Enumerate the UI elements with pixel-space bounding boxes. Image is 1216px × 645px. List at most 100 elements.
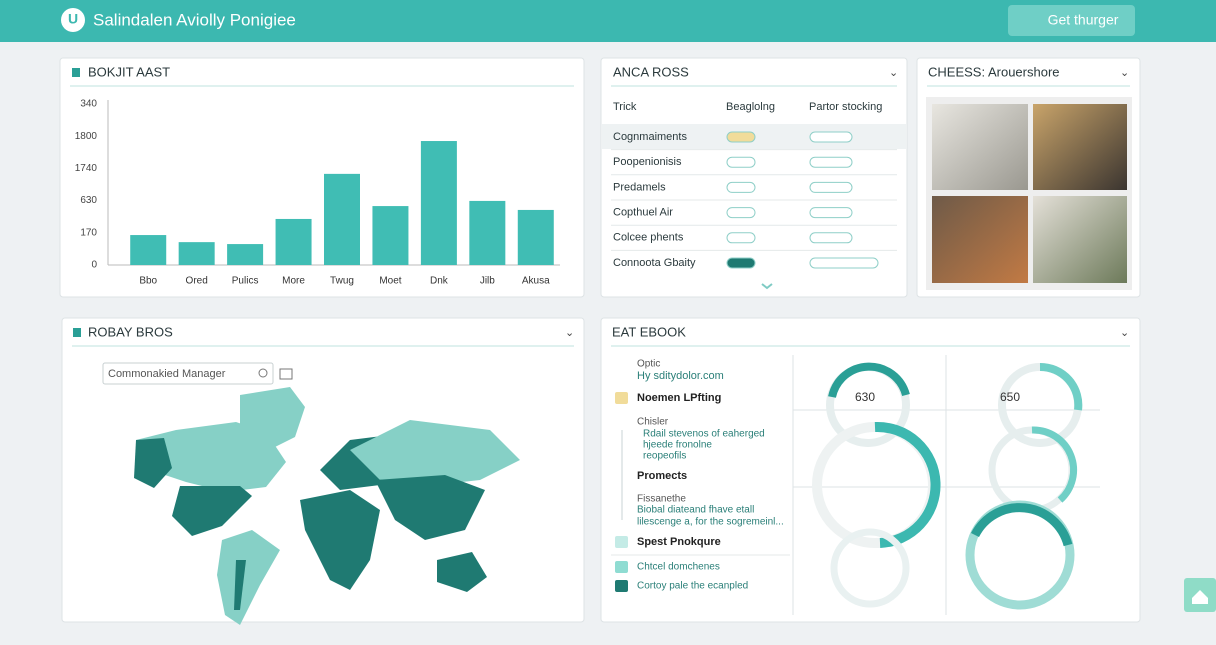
chevron[interactable]: ⌄ [1120,67,1129,79]
search-icon[interactable] [258,368,268,378]
status-pill [809,131,853,143]
region [375,475,485,540]
region [217,530,280,625]
list-text: Spest Pnokqure [637,536,721,548]
status-pill [809,232,853,244]
region [234,560,246,610]
home-glyph[interactable] [1192,590,1208,604]
list-text: Fissanethe [637,494,686,505]
status-pill [809,181,853,193]
panel-title: ANCA ROSS [613,64,689,79]
ring-arc [828,362,910,398]
row-label: Copthuel Air [613,207,673,219]
bar [130,235,167,265]
chevron[interactable]: ⌄ [889,67,898,79]
panel-icon [73,328,81,337]
x-tick-label: Moet [379,276,401,287]
header-button[interactable] [1008,5,1135,36]
status-pill [726,257,756,269]
row-label: Poopenionisis [613,156,682,168]
row-label: Connoota Gbaity [613,257,696,269]
status-pill [726,207,756,219]
ring-arc [970,503,1073,547]
list-icon [615,580,628,592]
logo [61,8,85,32]
bar [469,200,506,265]
x-tick-label: Twug [330,276,354,287]
chevron[interactable]: ⌄ [1120,327,1129,339]
x-tick-label: More [282,276,305,287]
column-header: Trick [613,101,637,113]
photo[interactable] [932,196,1028,283]
list-text: Noemen LPfting [637,392,721,404]
scroll-indicator[interactable] [761,283,773,290]
status-pill [726,131,756,143]
list-text: lilescenge a, for the sogremeinl... [637,517,784,528]
region [136,422,286,492]
app-title: Salindalen Aviolly Ponigiee [93,10,296,29]
search-text[interactable]: Commonakied Manager [108,368,226,380]
region [172,486,252,536]
bar [420,141,457,265]
list-text: Chisler [637,417,669,428]
status-pill [726,181,756,193]
ring-arc [1031,426,1078,503]
list-text: Hy sditydolor.com [637,370,724,382]
panel-title: ROBAY BROS [88,324,173,339]
x-tick-label: Jilb [480,276,495,287]
status-pill [809,207,853,219]
photo[interactable] [1033,104,1127,190]
region [350,420,520,490]
row-label: Predamels [613,181,666,193]
column-header: Beaglolng [726,101,775,113]
region [437,552,487,592]
x-tick-label: Ored [186,276,208,287]
bar [275,218,312,265]
list-icon [615,561,628,573]
list-text: reopeofils [643,451,686,462]
list-text: hjeede fronolne [643,440,712,451]
donut-label: 650 [1000,390,1020,404]
column-header: Partor stocking [809,101,882,113]
home-icon[interactable] [279,368,293,380]
bar [178,242,215,265]
bar [372,206,409,265]
x-tick-label: Akusa [522,276,550,287]
chevron[interactable]: ⌄ [565,327,574,339]
ring-arc [874,421,941,548]
list-text: Optic [637,359,660,370]
bar [227,244,264,265]
panel-icon [72,68,80,77]
y-tick-label: 630 [80,195,97,206]
header-button-label[interactable]: Get thurger [1048,12,1119,28]
row-label: Colcee phents [613,232,684,244]
world-map [134,387,520,625]
region [134,438,172,488]
x-tick-label: Pulics [232,276,259,287]
donut-label: 630 [855,390,875,404]
search-box[interactable] [102,362,274,385]
panel-title: EAT EBOOK [612,324,686,339]
photo[interactable] [1033,196,1127,283]
status-pill [726,156,756,168]
y-tick-label: 1800 [75,131,98,142]
y-tick-label: 1740 [75,163,98,174]
x-tick-label: Dnk [430,276,449,287]
list-icon [615,392,628,404]
y-tick-label: 340 [80,99,97,110]
photo[interactable] [932,104,1028,190]
region [300,490,380,590]
panel-title: BOKJIT AAST [88,64,170,79]
list-text: Promects [637,470,687,482]
status-pill [726,232,756,244]
y-tick-label: 170 [80,227,97,238]
status-pill [809,156,853,168]
list-text: Biobal diateand fhave etall [637,505,754,516]
status-pill [809,257,879,269]
region [240,387,305,452]
list-icon [615,536,628,548]
logo-mark: U [68,11,78,27]
list-text: Cortoy pale the ecanpled [637,581,748,592]
